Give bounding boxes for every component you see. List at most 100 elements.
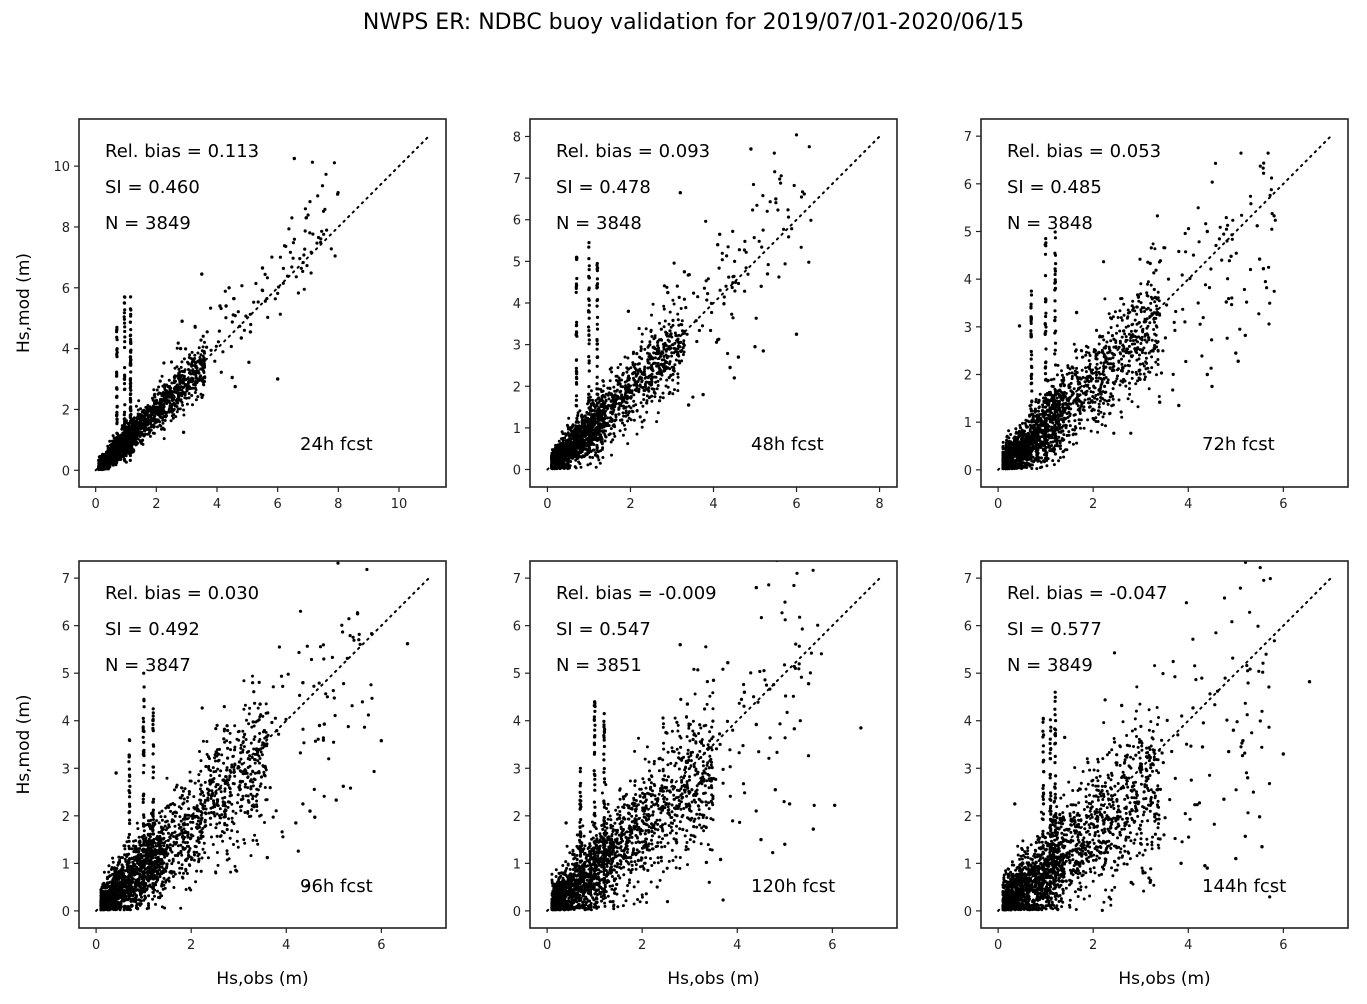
data-point <box>640 380 644 384</box>
data-point <box>673 331 677 335</box>
data-point <box>639 345 643 349</box>
data-point <box>291 256 295 260</box>
data-point <box>144 405 148 409</box>
data-point <box>593 430 597 434</box>
data-point <box>653 395 657 399</box>
data-point <box>153 414 157 418</box>
data-point <box>642 398 646 401</box>
data-point <box>308 200 312 204</box>
data-point <box>1072 387 1076 391</box>
data-point <box>180 373 184 377</box>
data-point <box>731 316 735 320</box>
data-point <box>229 344 233 349</box>
scatter-points <box>550 133 813 471</box>
data-point <box>595 315 600 319</box>
data-point <box>138 439 142 443</box>
data-point <box>603 439 607 443</box>
data-point <box>617 406 621 410</box>
data-point <box>581 422 585 426</box>
outlier-point <box>247 360 251 364</box>
data-point <box>1101 415 1105 419</box>
data-point <box>676 389 680 393</box>
data-point <box>128 453 132 458</box>
data-point <box>128 377 132 381</box>
data-point <box>127 422 131 426</box>
data-point <box>643 365 647 369</box>
data-point <box>111 434 115 438</box>
data-point <box>610 370 614 374</box>
data-point <box>129 312 133 316</box>
data-point <box>1101 369 1105 373</box>
data-point <box>322 232 326 236</box>
data-point <box>626 390 630 394</box>
y-tick-label: 4 <box>513 297 521 312</box>
data-point <box>714 340 719 344</box>
data-point <box>302 287 306 291</box>
outlier-point <box>224 304 228 308</box>
data-point <box>115 458 119 462</box>
data-point <box>1035 456 1039 459</box>
data-point <box>625 401 629 405</box>
data-point <box>752 236 756 240</box>
data-point <box>242 328 246 332</box>
data-point <box>672 302 676 306</box>
data-point <box>191 369 195 373</box>
data-point <box>123 373 127 377</box>
data-point <box>123 366 127 370</box>
data-point <box>658 399 662 403</box>
data-point <box>800 190 805 194</box>
data-point <box>587 437 591 441</box>
data-point <box>1130 370 1134 374</box>
data-point <box>1122 354 1126 358</box>
data-point <box>125 445 129 449</box>
data-point <box>1019 426 1022 430</box>
data-point <box>744 250 748 254</box>
data-point <box>1065 448 1069 452</box>
data-point <box>669 373 673 377</box>
data-point <box>670 354 674 358</box>
data-point <box>153 392 157 396</box>
data-point <box>1126 308 1130 312</box>
data-point <box>635 352 639 356</box>
data-point <box>587 257 591 261</box>
data-point <box>201 380 205 384</box>
data-point <box>667 322 671 326</box>
data-point <box>802 192 806 196</box>
outlier-point <box>701 392 705 397</box>
data-point <box>691 395 695 399</box>
data-point <box>557 439 561 443</box>
data-point <box>645 410 649 414</box>
data-point <box>665 332 669 335</box>
data-point <box>115 374 119 378</box>
data-point <box>230 320 234 324</box>
data-point <box>643 376 647 380</box>
forecast-hour-label: 24h fcst <box>300 434 373 455</box>
data-point <box>123 377 127 381</box>
data-point <box>761 194 765 198</box>
data-point <box>645 401 649 405</box>
x-tick-label: 2 <box>152 497 160 512</box>
data-point <box>649 373 653 377</box>
data-point <box>273 297 277 301</box>
data-point <box>640 332 644 336</box>
data-point <box>622 414 626 418</box>
data-point <box>190 363 194 367</box>
outlier-point <box>678 191 682 195</box>
data-point <box>115 439 119 443</box>
data-point <box>584 452 588 456</box>
data-point <box>574 466 578 470</box>
data-point <box>115 410 119 414</box>
data-point <box>644 327 648 331</box>
data-point <box>565 459 569 463</box>
data-point <box>1067 430 1071 434</box>
data-point <box>198 356 202 359</box>
data-point <box>652 346 657 350</box>
data-point <box>142 427 146 431</box>
x-tick-label: 4 <box>213 497 221 512</box>
data-point <box>757 239 761 243</box>
data-point <box>595 403 599 407</box>
data-point <box>129 328 133 332</box>
data-point <box>700 324 705 328</box>
data-point <box>662 342 666 346</box>
data-point <box>100 453 104 457</box>
